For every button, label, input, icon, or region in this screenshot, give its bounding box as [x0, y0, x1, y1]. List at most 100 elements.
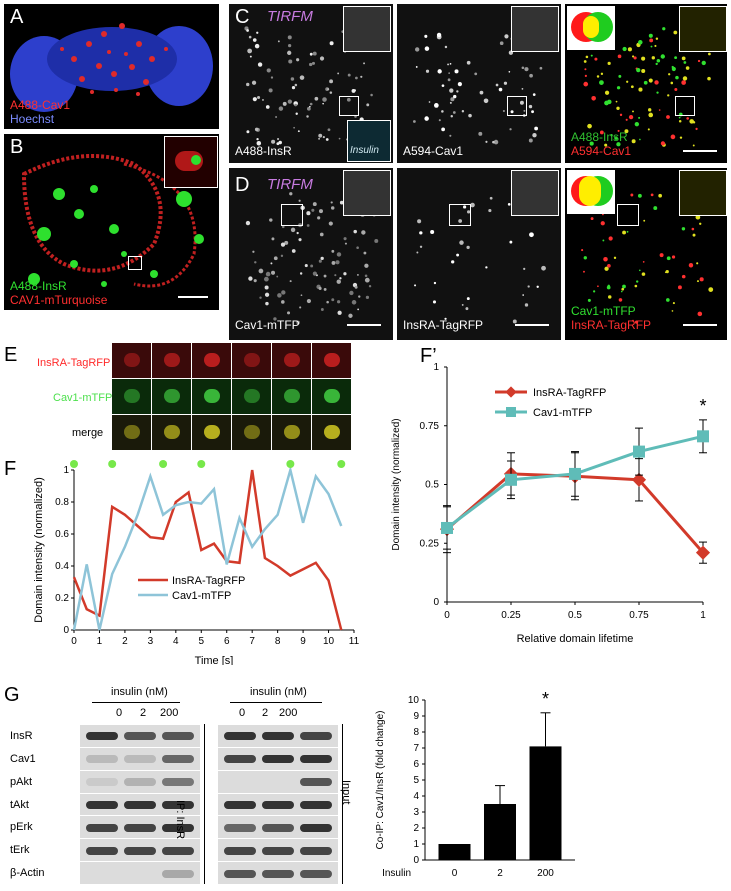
fp-point-diamond	[695, 545, 711, 560]
f-ytick: 0.2	[55, 593, 69, 604]
fp-ylabel: Domain intensity (normalized)	[391, 418, 402, 550]
spot	[310, 264, 314, 268]
blot-band	[86, 778, 118, 787]
g-row-label: pAkt	[10, 775, 33, 788]
panel-c2-label: A594-Cav1	[403, 144, 464, 158]
spot	[620, 290, 623, 293]
spot	[320, 308, 324, 311]
f-xtick: 1	[97, 636, 103, 647]
spot	[456, 90, 459, 93]
spot	[428, 101, 431, 103]
spot	[658, 109, 661, 111]
spot	[524, 67, 529, 72]
spot	[708, 287, 714, 292]
spot	[339, 277, 342, 280]
f-marker	[337, 460, 346, 468]
spot	[269, 218, 273, 222]
spot	[584, 68, 587, 71]
blot-band	[86, 823, 118, 832]
panel-d2-label: InsRA-TagRFP	[403, 318, 484, 332]
spot	[589, 141, 594, 146]
spot	[273, 317, 277, 321]
spot	[625, 118, 628, 121]
spot	[328, 221, 333, 226]
spot	[337, 310, 342, 315]
blot-band	[86, 755, 118, 764]
panel-c-letter: C	[235, 6, 250, 28]
spot	[339, 200, 344, 205]
spot	[671, 66, 676, 72]
spot	[697, 59, 701, 63]
spot	[331, 261, 336, 265]
spot	[282, 101, 287, 106]
spot	[327, 88, 330, 91]
blot-band	[162, 755, 194, 764]
spot	[319, 232, 324, 237]
panel-d1-roi	[281, 204, 303, 226]
spot	[281, 300, 285, 304]
spot	[311, 208, 315, 212]
g-xtick: 2	[497, 868, 503, 879]
spot	[298, 199, 301, 202]
spot	[265, 105, 270, 109]
blot-band	[224, 823, 256, 832]
spot	[251, 80, 257, 85]
spot	[510, 110, 514, 114]
spot	[593, 290, 596, 293]
spot	[527, 285, 530, 288]
chart-f-prime: 0 0.25 0.5 0.75 1 0 0.25 0.5 0.75 1 Relative domai…	[391, 362, 711, 645]
spot	[270, 76, 274, 79]
spot	[317, 216, 321, 220]
spot	[355, 76, 358, 80]
spot	[246, 29, 249, 32]
spot	[528, 104, 533, 109]
f-xtick: 2	[122, 636, 128, 647]
blot-band	[162, 732, 194, 741]
f-ytick: 0.8	[55, 497, 69, 508]
spot	[348, 313, 353, 318]
spot	[532, 93, 536, 96]
spot	[329, 41, 334, 46]
g-ip-header-line	[92, 702, 180, 703]
spot	[633, 56, 637, 60]
spot	[306, 106, 311, 111]
spot	[534, 126, 539, 131]
blot-band	[224, 869, 256, 878]
f-xtick: 11	[349, 636, 360, 647]
spot	[318, 209, 323, 214]
g-ylabel: Co-IP: Cav1/InsR (fold change)	[375, 711, 386, 850]
fp-point-diamond	[631, 472, 647, 487]
blot-band	[224, 800, 256, 809]
f-legend-label: InsRA-TagRFP	[172, 575, 245, 587]
spot	[322, 135, 325, 139]
spot	[596, 75, 600, 78]
spot	[357, 274, 359, 276]
panel-d1-image: D TIRFM Cav1-mTFP	[229, 168, 393, 340]
spot	[519, 100, 524, 105]
spot	[630, 85, 634, 89]
spot	[692, 233, 696, 237]
spot	[681, 227, 686, 231]
spot	[268, 88, 273, 93]
spot	[289, 192, 293, 196]
spot	[466, 60, 471, 65]
spot	[658, 193, 662, 198]
spot	[626, 230, 629, 233]
spot	[294, 103, 297, 107]
spot	[252, 250, 255, 253]
spot	[278, 140, 282, 145]
spot	[622, 230, 627, 235]
spot	[638, 40, 643, 45]
g-row-label: InsR	[10, 730, 33, 742]
f-xtick: 4	[173, 636, 179, 647]
spot	[351, 88, 356, 93]
e-tile	[312, 415, 351, 450]
spot	[485, 266, 488, 269]
spot	[699, 222, 702, 225]
spot	[322, 102, 324, 105]
spot	[634, 284, 638, 288]
spot	[254, 43, 260, 49]
spot	[354, 285, 358, 289]
spot	[374, 238, 379, 243]
spot	[414, 284, 417, 287]
